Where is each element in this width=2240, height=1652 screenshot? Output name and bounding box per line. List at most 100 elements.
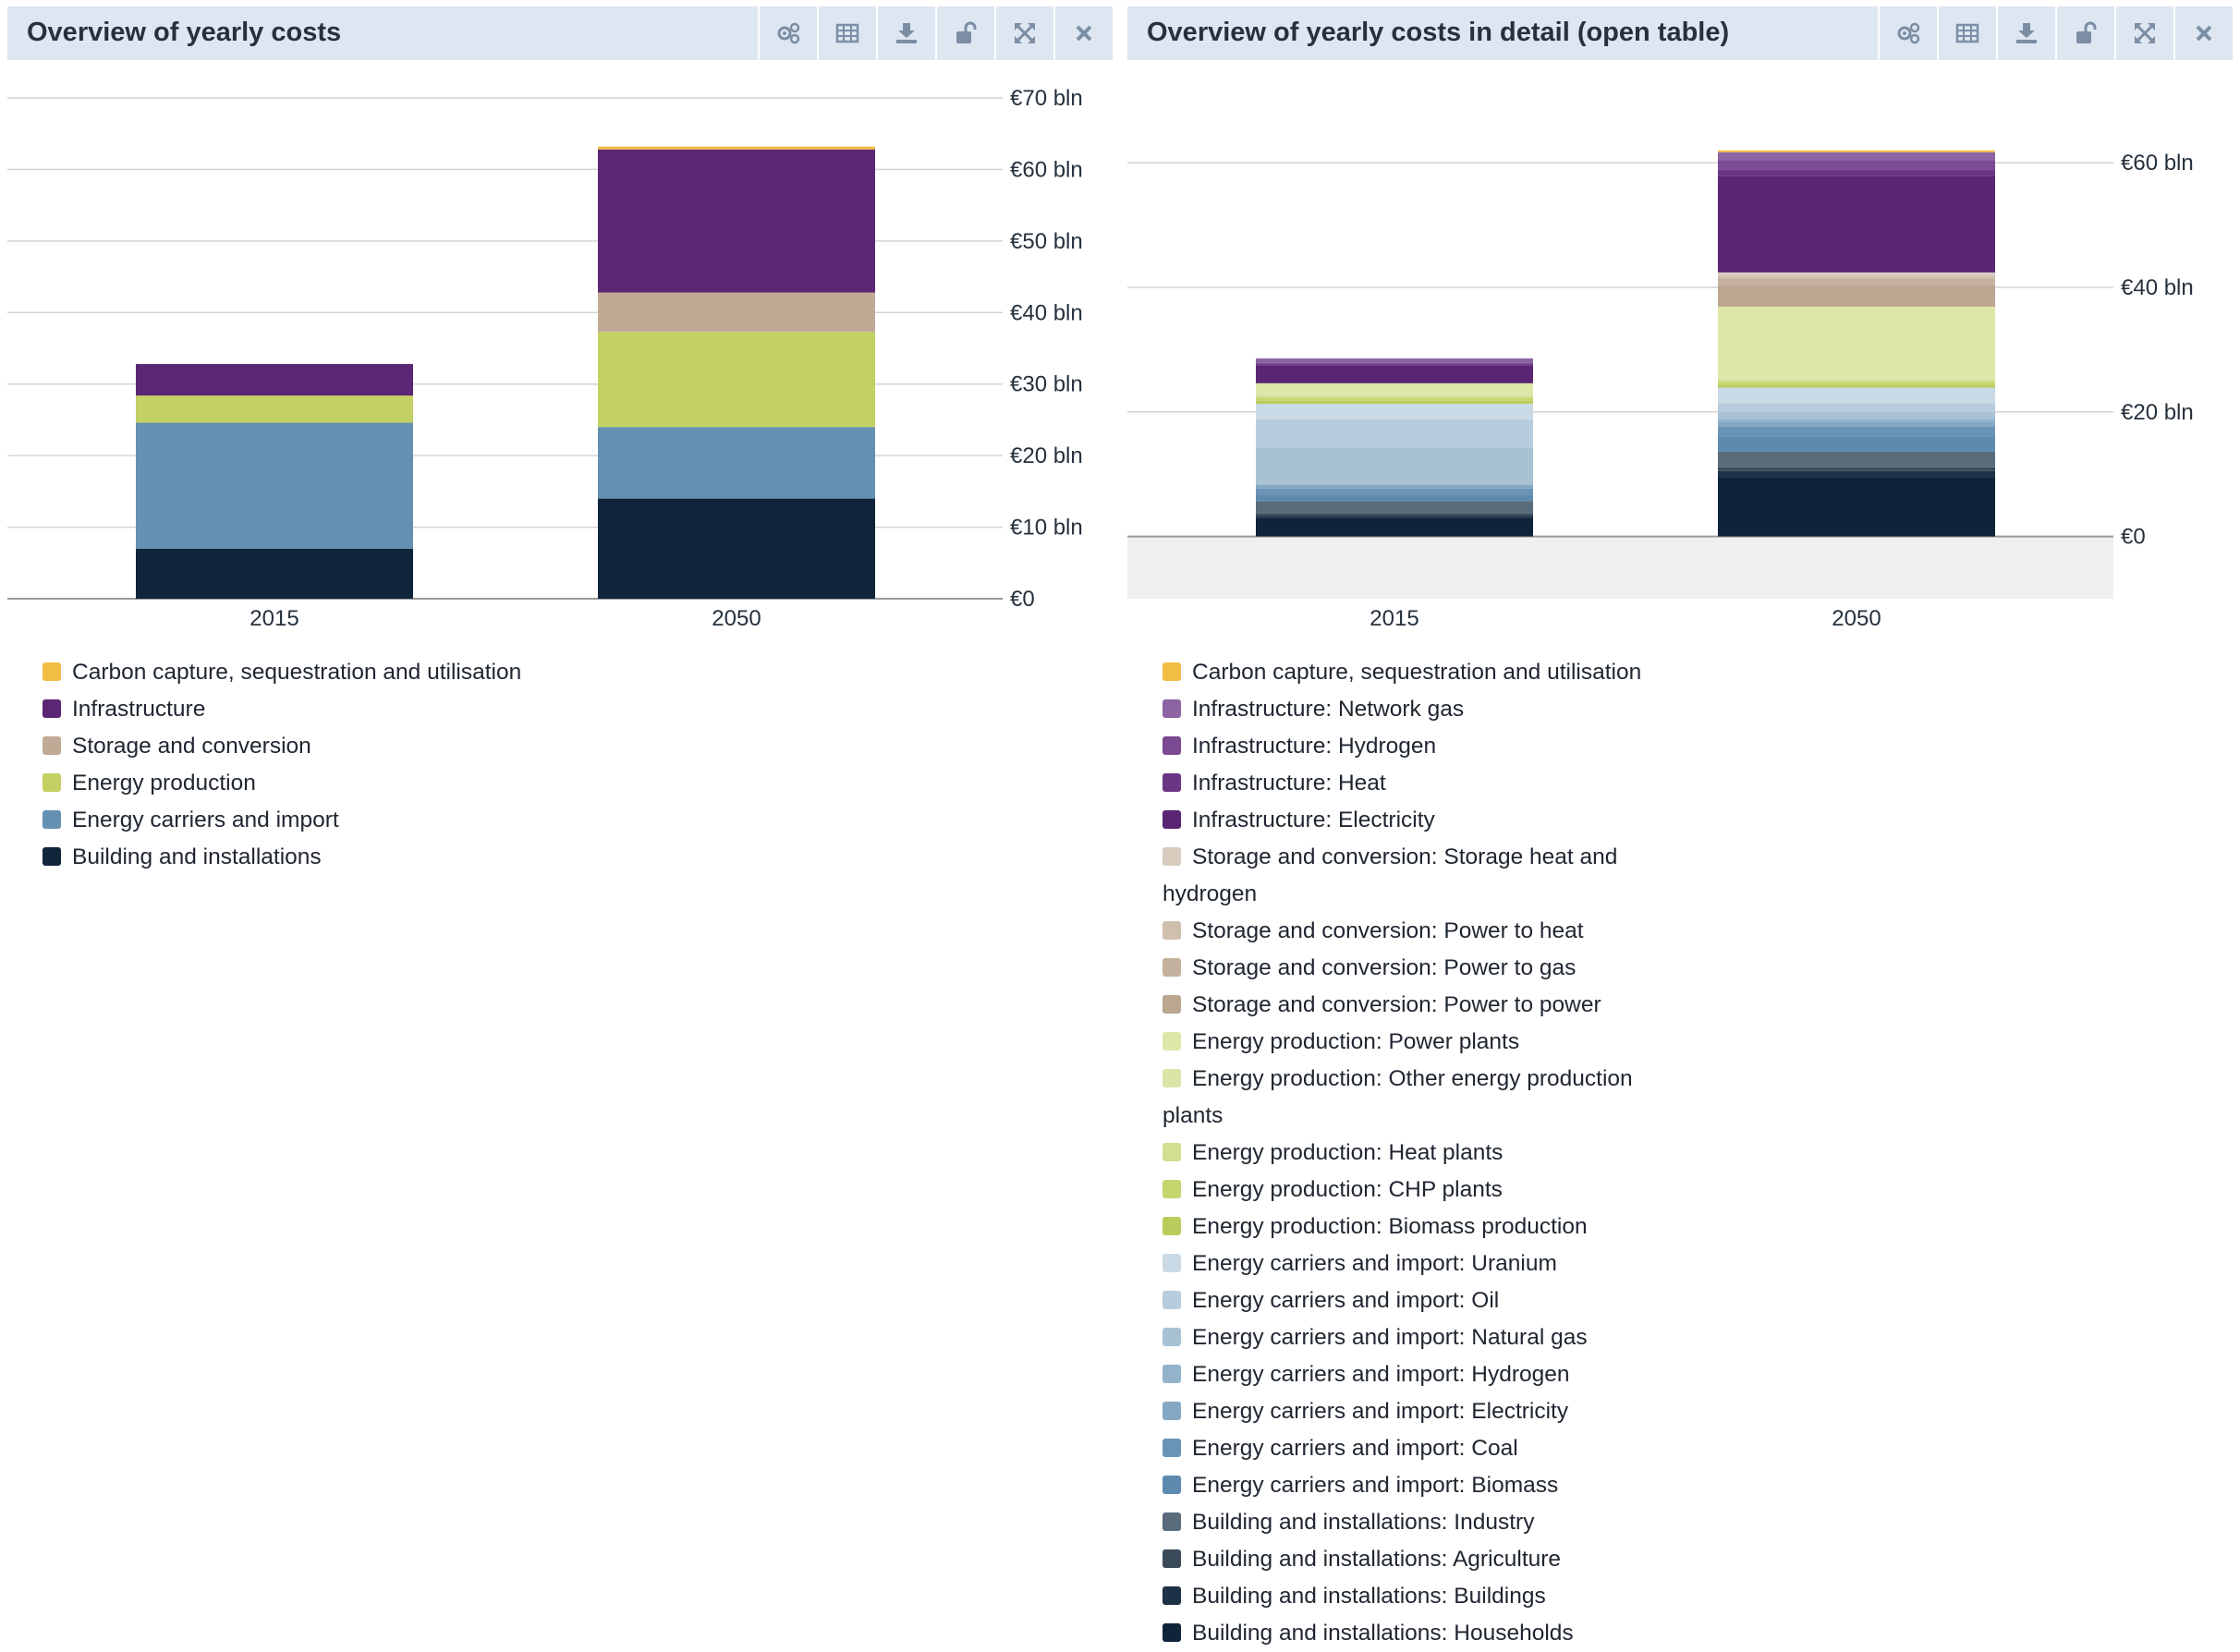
legend-item[interactable]: Energy production: Heat plants <box>1163 1135 1698 1172</box>
bar-segment[interactable] <box>1718 152 1995 161</box>
bar-segment[interactable] <box>136 548 413 599</box>
bar-segment[interactable] <box>1718 275 1995 279</box>
bar-segment[interactable] <box>1256 419 1533 448</box>
bar-segment[interactable] <box>1718 169 1995 176</box>
bar-segment[interactable] <box>1718 150 1995 152</box>
bar-segment[interactable] <box>1256 494 1533 502</box>
x-category-label: 2015 <box>250 606 298 631</box>
bar-segment[interactable] <box>1718 160 1995 170</box>
bar-segment[interactable] <box>598 427 875 499</box>
legend-item[interactable]: Energy carriers and import: Biomass <box>1163 1467 1698 1504</box>
bar-segment[interactable] <box>598 146 875 150</box>
bar-segment[interactable] <box>1718 176 1995 273</box>
legend-item[interactable]: Energy carriers and import: Electricity <box>1163 1393 1698 1430</box>
legend-item[interactable]: Storage and conversion: Power to heat <box>1163 913 1698 950</box>
legend-item[interactable]: Energy production <box>43 765 1059 802</box>
legend-item[interactable]: Building and installations: Agriculture <box>1163 1541 1698 1578</box>
bar-segment[interactable] <box>1256 516 1533 518</box>
legend-item[interactable]: Energy production: CHP plants <box>1163 1172 1698 1209</box>
legend-item[interactable]: Energy production: Power plants <box>1163 1024 1698 1061</box>
bar-segment[interactable] <box>1718 377 1995 381</box>
download-button[interactable] <box>876 6 935 60</box>
bar-segment[interactable] <box>136 422 413 549</box>
legend-item[interactable]: Energy carriers and import: Hydrogen <box>1163 1356 1698 1393</box>
bar-segment[interactable] <box>1718 278 1995 285</box>
download-button[interactable] <box>1996 6 2055 60</box>
legend-item[interactable]: Storage and conversion: Power to gas <box>1163 950 1698 987</box>
bar-segment[interactable] <box>598 149 875 293</box>
bar-segment[interactable] <box>1718 382 1995 385</box>
bar-segment[interactable] <box>1256 484 1533 489</box>
bar-segment[interactable] <box>136 395 413 423</box>
legend-item[interactable]: Energy carriers and import: Oil <box>1163 1282 1698 1319</box>
table-button[interactable] <box>1937 6 1996 60</box>
bar-segment[interactable] <box>1718 306 1995 378</box>
bar-segment[interactable] <box>1256 501 1533 514</box>
bar-segment[interactable] <box>1718 412 1995 419</box>
legend-item[interactable]: Carbon capture, sequestration and utilis… <box>43 654 1059 691</box>
bar-segment[interactable] <box>1718 380 1995 383</box>
legend-item[interactable]: Infrastructure: Heat <box>1163 765 1698 802</box>
bar-segment[interactable] <box>1718 421 1995 427</box>
unlock-button[interactable] <box>935 6 994 60</box>
legend-item[interactable]: Infrastructure: Electricity <box>1163 802 1698 839</box>
bar-segment[interactable] <box>1256 488 1533 495</box>
legend-item[interactable]: Infrastructure: Hydrogen <box>1163 728 1698 765</box>
legend-item[interactable]: Infrastructure: Network gas <box>1163 691 1698 728</box>
bar-segment[interactable] <box>1256 513 1533 516</box>
close-button[interactable] <box>1053 6 1113 60</box>
legend-item[interactable]: Energy carriers and import: Uranium <box>1163 1245 1698 1282</box>
bar-segment[interactable] <box>1718 403 1995 413</box>
bar-segment[interactable] <box>1718 272 1995 276</box>
legend-item[interactable]: Storage and conversion <box>43 728 1059 765</box>
bar-segment[interactable] <box>1718 426 1995 437</box>
close-button[interactable] <box>2173 6 2233 60</box>
bar-segment[interactable] <box>1256 400 1533 405</box>
legend-item[interactable]: Energy production: Other energy producti… <box>1163 1061 1698 1135</box>
bar-segment[interactable] <box>1718 467 1995 471</box>
bar-segment[interactable] <box>1256 363 1533 366</box>
legend-swatch <box>1163 1365 1181 1383</box>
bar-segment[interactable] <box>1256 358 1533 364</box>
bar-segment[interactable] <box>1718 419 1995 422</box>
bar-segment[interactable] <box>1256 365 1533 383</box>
legend-item[interactable]: Building and installations <box>43 839 1059 876</box>
legend-item[interactable]: Energy carriers and import: Coal <box>1163 1430 1698 1467</box>
bar-segment[interactable] <box>598 292 875 333</box>
bar-segment[interactable] <box>136 364 413 396</box>
legend-item[interactable]: Building and installations: Buildings <box>1163 1578 1698 1615</box>
bar-segment[interactable] <box>1718 451 1995 468</box>
legend-label: Energy production: Other energy producti… <box>1163 1066 1633 1128</box>
bar-segment[interactable] <box>598 498 875 599</box>
fullscreen-button[interactable] <box>994 6 1053 60</box>
settings-button[interactable] <box>1878 6 1937 60</box>
bar-segment[interactable] <box>1718 384 1995 388</box>
y-tick-label: €0 <box>1010 587 1035 612</box>
bar-segment[interactable] <box>1718 285 1995 307</box>
bar-segment[interactable] <box>1718 436 1995 452</box>
legend-item[interactable]: Building and installations: Households <box>1163 1615 1698 1652</box>
unlock-button[interactable] <box>2055 6 2114 60</box>
legend-item[interactable]: Energy carriers and import: Natural gas <box>1163 1319 1698 1356</box>
legend-item[interactable]: Storage and conversion: Power to power <box>1163 987 1698 1024</box>
y-tick-label: €30 bln <box>1010 372 1083 397</box>
legend-item[interactable]: Energy production: Biomass production <box>1163 1209 1698 1245</box>
table-button[interactable] <box>817 6 876 60</box>
legend-item[interactable]: Carbon capture, sequestration and utilis… <box>1163 654 1698 691</box>
bar-segment[interactable] <box>1718 470 1995 478</box>
bar-segment[interactable] <box>1256 404 1533 419</box>
bar-segment[interactable] <box>1256 395 1533 398</box>
bar-segment[interactable] <box>1256 447 1533 485</box>
bar-segment[interactable] <box>1256 383 1533 395</box>
bar-segment[interactable] <box>1256 517 1533 537</box>
legend-item[interactable]: Building and installations: Industry <box>1163 1504 1698 1541</box>
bar-segment[interactable] <box>598 332 875 428</box>
legend-item[interactable]: Energy carriers and import <box>43 802 1059 839</box>
settings-button[interactable] <box>758 6 817 60</box>
legend-item[interactable]: Storage and conversion: Storage heat and… <box>1163 839 1698 913</box>
bar-segment[interactable] <box>1256 397 1533 401</box>
legend-item[interactable]: Infrastructure <box>43 691 1059 728</box>
bar-segment[interactable] <box>1718 477 1995 537</box>
fullscreen-button[interactable] <box>2114 6 2173 60</box>
bar-segment[interactable] <box>1718 387 1995 404</box>
